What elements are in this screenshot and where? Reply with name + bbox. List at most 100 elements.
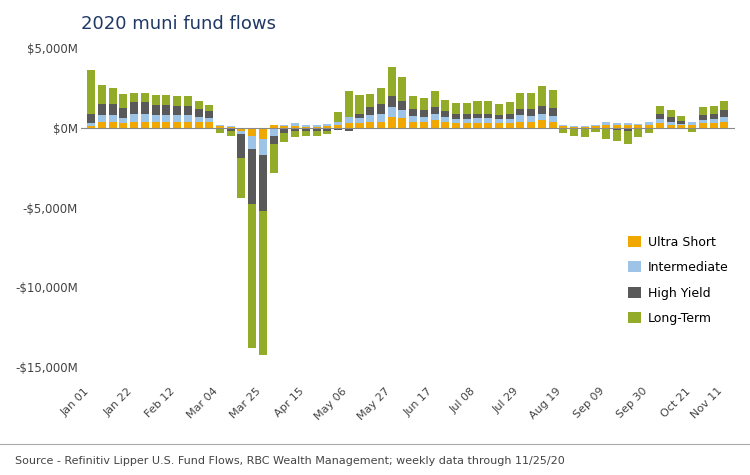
Bar bbox=[688, 125, 696, 128]
Bar bbox=[388, 117, 396, 128]
Bar bbox=[366, 115, 374, 122]
Bar bbox=[334, 122, 342, 125]
Bar bbox=[216, 126, 224, 128]
Bar bbox=[667, 117, 675, 122]
Bar bbox=[291, 128, 299, 131]
Bar bbox=[345, 117, 352, 123]
Bar bbox=[570, 128, 578, 130]
Bar bbox=[226, 127, 235, 128]
Bar bbox=[334, 125, 342, 128]
Bar bbox=[270, 136, 278, 144]
Bar bbox=[334, 128, 342, 130]
Bar bbox=[517, 122, 524, 128]
Bar bbox=[548, 108, 556, 116]
Bar bbox=[720, 122, 728, 128]
Bar bbox=[98, 85, 106, 104]
Bar bbox=[87, 70, 95, 114]
Bar bbox=[473, 101, 482, 114]
Bar bbox=[560, 129, 567, 133]
Bar bbox=[173, 105, 181, 115]
Bar bbox=[398, 118, 406, 128]
Bar bbox=[206, 111, 213, 117]
Bar bbox=[613, 125, 621, 128]
Bar bbox=[677, 121, 686, 124]
Bar bbox=[688, 129, 696, 132]
Bar bbox=[280, 125, 289, 126]
Bar bbox=[656, 119, 664, 123]
Bar bbox=[409, 109, 417, 116]
Bar bbox=[226, 128, 235, 131]
Bar bbox=[323, 126, 332, 128]
Bar bbox=[259, 211, 267, 354]
Bar bbox=[398, 110, 406, 118]
Bar bbox=[184, 122, 192, 128]
Bar bbox=[313, 131, 320, 136]
Bar bbox=[527, 116, 536, 122]
Bar bbox=[506, 119, 514, 123]
Bar bbox=[441, 117, 449, 122]
Bar bbox=[602, 125, 610, 128]
Bar bbox=[452, 119, 460, 123]
Bar bbox=[538, 120, 546, 128]
Bar bbox=[366, 95, 374, 107]
Bar bbox=[602, 130, 610, 139]
Bar bbox=[580, 127, 589, 128]
Bar bbox=[495, 123, 503, 128]
Bar bbox=[377, 104, 385, 114]
Bar bbox=[109, 88, 117, 104]
Bar bbox=[517, 115, 524, 122]
Bar bbox=[130, 122, 138, 128]
Bar bbox=[302, 125, 310, 127]
Bar bbox=[710, 119, 718, 123]
Bar bbox=[430, 120, 439, 128]
Bar bbox=[173, 122, 181, 128]
Bar bbox=[463, 119, 471, 123]
Bar bbox=[98, 115, 106, 122]
Bar bbox=[280, 128, 289, 133]
Bar bbox=[527, 93, 536, 109]
Bar bbox=[259, 139, 267, 155]
Bar bbox=[409, 122, 417, 128]
Bar bbox=[162, 115, 170, 122]
Bar bbox=[248, 149, 256, 205]
Bar bbox=[248, 205, 256, 348]
Bar bbox=[656, 114, 664, 119]
Bar bbox=[184, 115, 192, 122]
Bar bbox=[98, 104, 106, 115]
Bar bbox=[109, 115, 117, 122]
Bar bbox=[109, 122, 117, 128]
Bar bbox=[645, 130, 653, 133]
Bar bbox=[710, 105, 718, 114]
Bar bbox=[119, 117, 128, 123]
Bar bbox=[248, 136, 256, 149]
Bar bbox=[409, 116, 417, 122]
Bar bbox=[216, 128, 224, 130]
Bar bbox=[420, 117, 428, 122]
Bar bbox=[377, 122, 385, 128]
Text: 2020 muni fund flows: 2020 muni fund flows bbox=[80, 15, 275, 33]
Bar bbox=[570, 126, 578, 127]
Bar bbox=[580, 128, 589, 130]
Bar bbox=[677, 124, 686, 125]
Bar bbox=[645, 122, 653, 125]
Bar bbox=[323, 128, 332, 131]
Bar bbox=[430, 91, 439, 107]
Bar bbox=[484, 118, 492, 123]
Bar bbox=[238, 158, 245, 198]
Bar bbox=[109, 104, 117, 115]
Bar bbox=[141, 114, 149, 122]
Bar bbox=[495, 115, 503, 119]
Bar bbox=[506, 102, 514, 114]
Bar bbox=[441, 111, 449, 117]
Bar bbox=[720, 101, 728, 110]
Bar bbox=[259, 155, 267, 211]
Bar bbox=[194, 117, 202, 122]
Bar bbox=[677, 125, 686, 128]
Bar bbox=[291, 123, 299, 126]
Bar bbox=[441, 122, 449, 128]
Bar bbox=[119, 123, 128, 128]
Bar bbox=[119, 108, 128, 117]
Bar bbox=[87, 126, 95, 128]
Bar bbox=[173, 96, 181, 105]
Bar bbox=[313, 125, 320, 127]
